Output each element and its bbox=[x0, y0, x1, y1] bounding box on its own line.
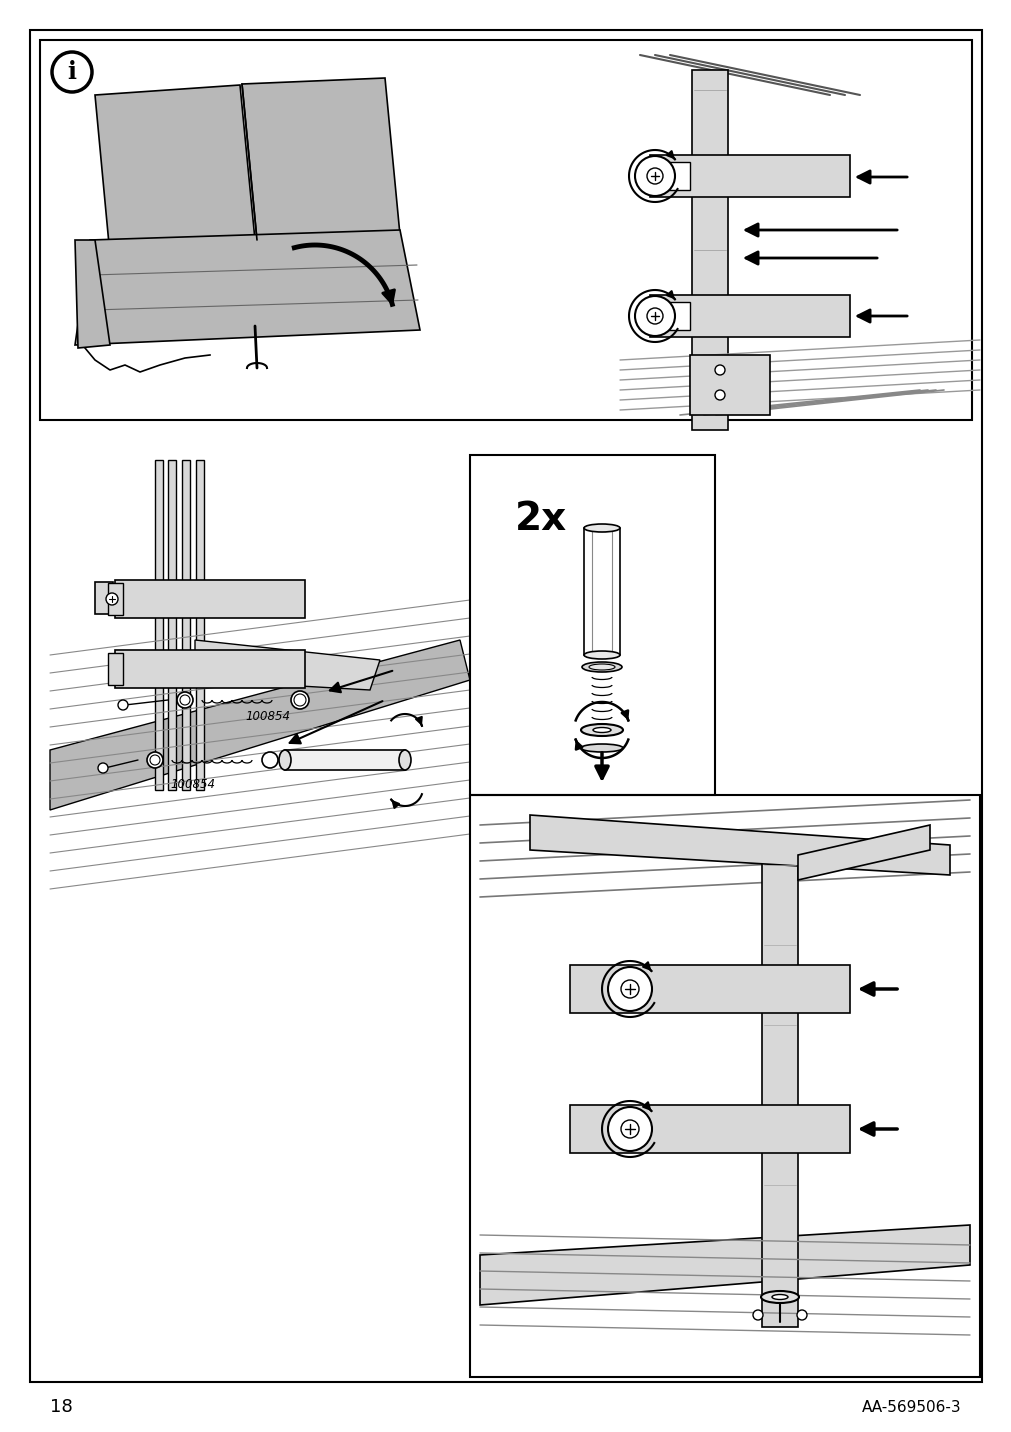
Text: i: i bbox=[68, 60, 77, 84]
Polygon shape bbox=[50, 640, 469, 811]
Polygon shape bbox=[242, 77, 399, 241]
Circle shape bbox=[294, 695, 305, 706]
Bar bbox=[155, 460, 163, 790]
Circle shape bbox=[797, 1310, 806, 1320]
Text: 2x: 2x bbox=[515, 500, 567, 538]
Ellipse shape bbox=[398, 750, 410, 770]
Circle shape bbox=[634, 156, 674, 196]
Ellipse shape bbox=[279, 750, 291, 770]
Bar bbox=[115, 650, 304, 687]
Ellipse shape bbox=[588, 664, 615, 670]
Circle shape bbox=[180, 695, 190, 705]
Polygon shape bbox=[479, 1224, 969, 1305]
Circle shape bbox=[621, 979, 638, 998]
Ellipse shape bbox=[291, 692, 308, 709]
Ellipse shape bbox=[581, 662, 622, 672]
Bar bbox=[182, 460, 190, 790]
Bar bbox=[40, 40, 971, 420]
Bar bbox=[569, 1106, 849, 1153]
Bar bbox=[196, 460, 204, 790]
Circle shape bbox=[634, 296, 674, 337]
Ellipse shape bbox=[771, 1295, 788, 1299]
Circle shape bbox=[608, 1107, 651, 1151]
Circle shape bbox=[150, 755, 160, 765]
Text: 100854: 100854 bbox=[245, 710, 290, 723]
Text: 100854: 100854 bbox=[170, 778, 214, 790]
Bar bbox=[108, 583, 123, 614]
Bar bbox=[469, 455, 715, 795]
Bar bbox=[285, 750, 404, 770]
Text: 18: 18 bbox=[50, 1398, 73, 1416]
Ellipse shape bbox=[583, 524, 620, 533]
Bar bbox=[659, 302, 690, 329]
Ellipse shape bbox=[583, 652, 620, 659]
Bar bbox=[95, 581, 113, 614]
Circle shape bbox=[646, 308, 662, 324]
Bar bbox=[470, 796, 978, 1376]
Bar bbox=[659, 162, 690, 190]
Ellipse shape bbox=[98, 763, 108, 773]
Bar bbox=[469, 795, 979, 1378]
Text: AA-569506-3: AA-569506-3 bbox=[861, 1399, 961, 1415]
Ellipse shape bbox=[118, 700, 127, 710]
Ellipse shape bbox=[147, 752, 163, 768]
Ellipse shape bbox=[262, 752, 278, 768]
Polygon shape bbox=[95, 84, 255, 255]
Ellipse shape bbox=[177, 692, 193, 707]
Circle shape bbox=[715, 390, 724, 400]
Polygon shape bbox=[75, 241, 110, 348]
Ellipse shape bbox=[760, 1292, 799, 1303]
Bar bbox=[649, 155, 849, 198]
Polygon shape bbox=[195, 640, 379, 690]
Circle shape bbox=[646, 168, 662, 183]
Circle shape bbox=[608, 967, 651, 1011]
Circle shape bbox=[752, 1310, 762, 1320]
Bar bbox=[108, 653, 123, 684]
Ellipse shape bbox=[592, 727, 611, 733]
Polygon shape bbox=[798, 825, 929, 881]
Bar bbox=[115, 580, 304, 619]
Circle shape bbox=[715, 365, 724, 375]
Polygon shape bbox=[530, 815, 949, 875]
Ellipse shape bbox=[580, 725, 623, 736]
Ellipse shape bbox=[580, 745, 623, 752]
Circle shape bbox=[621, 1120, 638, 1138]
Bar bbox=[569, 965, 849, 1012]
Bar bbox=[168, 460, 176, 790]
Bar bbox=[692, 70, 727, 430]
Polygon shape bbox=[75, 231, 420, 345]
Bar bbox=[649, 295, 849, 337]
Circle shape bbox=[106, 593, 118, 604]
Bar bbox=[690, 355, 769, 415]
Circle shape bbox=[52, 52, 92, 92]
Bar bbox=[761, 845, 798, 1327]
